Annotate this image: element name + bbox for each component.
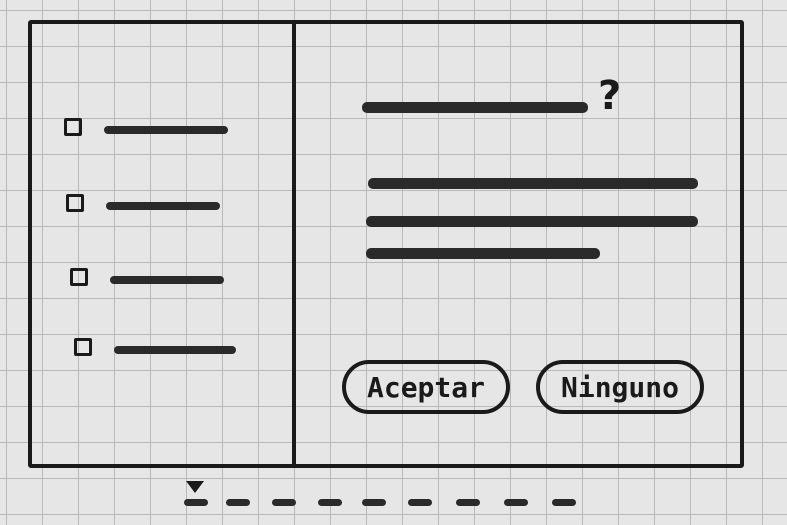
dialog-window: ? Aceptar Ninguno <box>28 20 744 468</box>
status-bar-segment <box>456 499 480 506</box>
options-pane <box>32 24 296 464</box>
status-bar-segment <box>184 499 208 506</box>
option-label-placeholder <box>110 276 224 284</box>
checkbox-option-1[interactable] <box>64 118 82 136</box>
status-bar-segment <box>362 499 386 506</box>
description-line-placeholder <box>366 216 698 227</box>
status-bar-segment <box>504 499 528 506</box>
status-bar-segment <box>318 499 342 506</box>
accept-button[interactable]: Aceptar <box>342 360 510 414</box>
status-bar-segment <box>408 499 432 506</box>
checkbox-option-3[interactable] <box>70 268 88 286</box>
status-bar-segment <box>226 499 250 506</box>
checkbox-option-4[interactable] <box>74 338 92 356</box>
none-button[interactable]: Ninguno <box>536 360 704 414</box>
caret-down-icon <box>186 481 204 493</box>
status-bar-segment <box>272 499 296 506</box>
option-label-placeholder <box>104 126 228 134</box>
description-line-placeholder <box>368 178 698 189</box>
status-bar-segment <box>552 499 576 506</box>
content-pane: ? Aceptar Ninguno <box>296 24 740 464</box>
description-line-placeholder <box>366 248 600 259</box>
question-mark-icon: ? <box>598 73 622 119</box>
option-label-placeholder <box>114 346 236 354</box>
option-label-placeholder <box>106 202 220 210</box>
question-text-placeholder <box>362 102 588 113</box>
checkbox-option-2[interactable] <box>66 194 84 212</box>
